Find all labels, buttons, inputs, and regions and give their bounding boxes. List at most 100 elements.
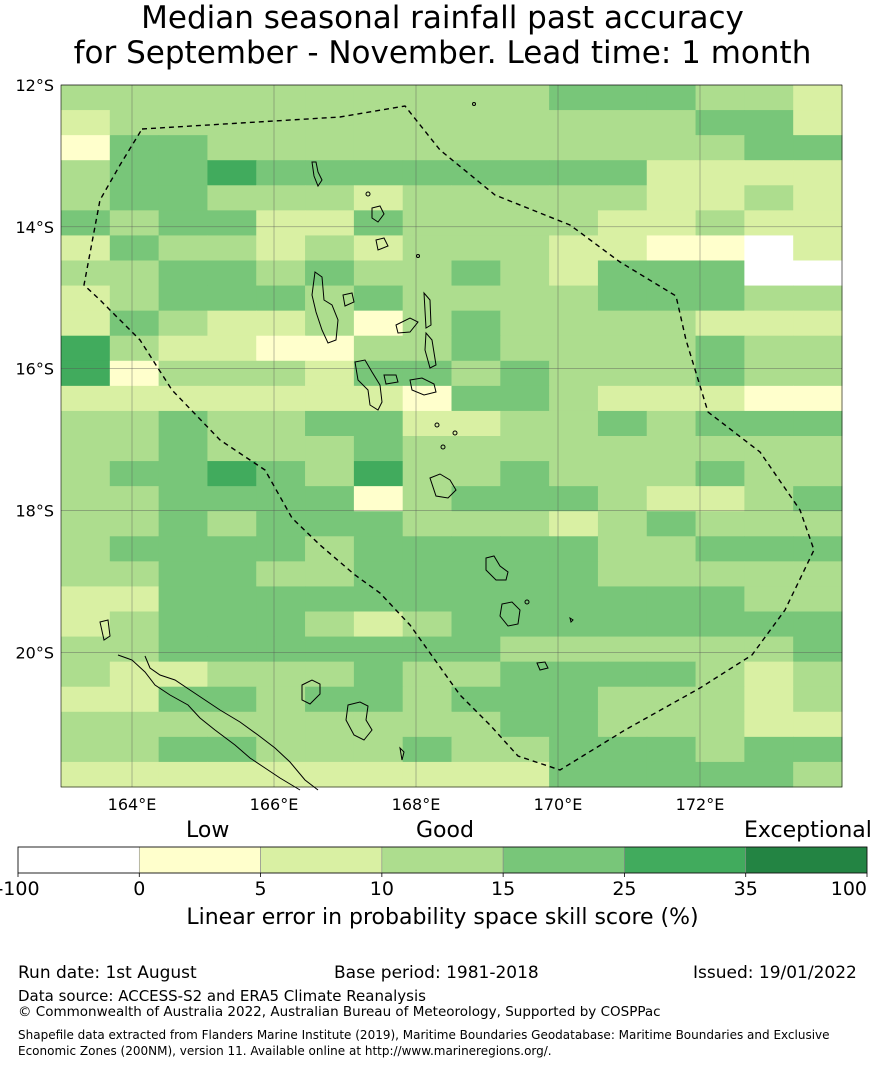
skill-cell	[305, 85, 355, 111]
skill-cell	[109, 210, 160, 236]
skill-cell	[451, 360, 501, 387]
skill-cell	[402, 260, 452, 287]
skill-cell	[61, 160, 111, 186]
skill-cell	[353, 486, 404, 512]
skill-cell	[207, 611, 257, 638]
copyright: © Commonwealth of Australia 2022, Austra…	[18, 1004, 661, 1020]
skill-cell	[793, 611, 843, 638]
skill-cell	[451, 110, 501, 136]
lon-tick-label: 166°E	[250, 795, 299, 814]
skill-cell	[61, 561, 111, 587]
skill-cell	[744, 761, 794, 788]
skill-cell	[256, 385, 306, 412]
skill-cell	[256, 761, 306, 788]
skill-cell	[109, 185, 160, 211]
base-period: Base period: 1981-2018	[334, 963, 539, 983]
skill-cell	[646, 461, 697, 487]
skill-cell	[744, 486, 794, 512]
skill-cell	[500, 310, 550, 337]
skill-cell	[305, 110, 355, 136]
skill-cell	[402, 486, 452, 512]
skill-cell	[451, 160, 501, 186]
category-exceptional: Exceptional	[744, 818, 872, 843]
skill-cell	[451, 611, 501, 638]
malo-coastline	[342, 292, 355, 307]
skill-cell	[549, 761, 599, 788]
skill-cell	[353, 260, 404, 287]
skill-cell	[353, 85, 404, 111]
efate-coastline	[429, 473, 457, 499]
skill-cell	[207, 486, 257, 512]
skill-cell	[451, 260, 501, 287]
skill-cell	[256, 360, 306, 387]
issued-date: Issued: 19/01/2022	[693, 963, 857, 983]
skill-cell	[500, 85, 550, 111]
coastlines	[99, 102, 574, 791]
skill-cell	[500, 360, 550, 387]
skill-cell	[500, 285, 550, 312]
skill-cell	[402, 235, 452, 261]
skill-cell	[158, 285, 208, 312]
skill-cell	[305, 511, 355, 537]
skill-cell	[744, 260, 794, 287]
skill-cell	[305, 385, 355, 412]
skill-cell	[158, 611, 208, 638]
skill-cell	[61, 360, 111, 387]
skill-cell	[207, 511, 257, 537]
skill-cell	[256, 110, 306, 136]
skill-cell	[109, 160, 160, 186]
skill-cell	[646, 661, 697, 688]
skill-cell	[549, 285, 599, 312]
skill-cell	[158, 410, 208, 437]
skill-cell	[500, 761, 550, 788]
skill-cell	[744, 536, 794, 562]
skill-cell	[451, 310, 501, 337]
skill-cell	[61, 410, 111, 437]
skill-cell	[646, 85, 697, 111]
skill-grid	[61, 85, 843, 788]
skill-cell	[451, 285, 501, 312]
skill-cell	[597, 461, 648, 487]
skill-cell	[207, 586, 257, 612]
skill-cell	[793, 636, 843, 663]
skill-cell	[305, 135, 355, 161]
skill-cell	[402, 511, 452, 537]
skill-cell	[61, 310, 111, 337]
skill-cell	[256, 736, 306, 763]
skill-cell	[646, 160, 697, 186]
skill-cell	[597, 335, 648, 362]
skill-cell	[61, 285, 111, 312]
skill-cell	[451, 586, 501, 612]
skill-cell	[549, 686, 599, 713]
ambrym-coastline	[383, 374, 399, 385]
skill-cell	[500, 385, 550, 412]
skill-cell	[256, 185, 306, 211]
skill-cell	[793, 110, 843, 136]
skill-cell	[305, 486, 355, 512]
skill-cell	[305, 335, 355, 362]
skill-cell	[256, 285, 306, 312]
skill-cell	[353, 436, 404, 462]
skill-cell	[353, 335, 404, 362]
shapefile-credit-line1: Shapefile data extracted from Flanders M…	[18, 1028, 830, 1042]
skill-cell	[695, 586, 745, 612]
skill-cell	[305, 260, 355, 287]
skill-cell	[402, 210, 452, 236]
skill-cell	[744, 235, 794, 261]
skill-cell	[646, 636, 697, 663]
skill-cell	[744, 210, 794, 236]
skill-cell	[402, 561, 452, 587]
skill-cell	[158, 85, 208, 111]
lon-tick-label: 170°E	[534, 795, 583, 814]
skill-cell	[549, 561, 599, 587]
skill-cell	[158, 310, 208, 337]
skill-cell	[451, 385, 501, 412]
category-low: Low	[186, 818, 230, 843]
skill-cell	[646, 711, 697, 738]
skill-cell	[61, 185, 111, 211]
skill-cell	[207, 360, 257, 387]
skill-cell	[793, 761, 843, 788]
skill-cell	[793, 135, 843, 161]
skill-cell	[500, 536, 550, 562]
